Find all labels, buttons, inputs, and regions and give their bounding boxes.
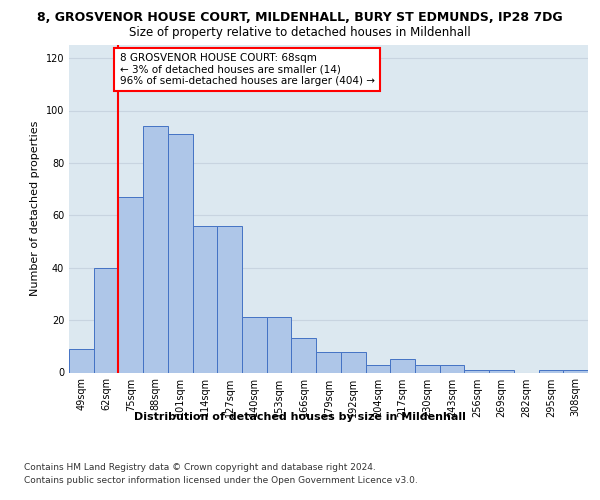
Bar: [365, 364, 390, 372]
Text: Size of property relative to detached houses in Mildenhall: Size of property relative to detached ho…: [129, 26, 471, 39]
Bar: [69, 349, 94, 372]
Text: 8 GROSVENOR HOUSE COURT: 68sqm
← 3% of detached houses are smaller (14)
96% of s: 8 GROSVENOR HOUSE COURT: 68sqm ← 3% of d…: [119, 53, 374, 86]
Text: Contains public sector information licensed under the Open Government Licence v3: Contains public sector information licen…: [24, 476, 418, 485]
Bar: [464, 370, 489, 372]
Bar: [193, 226, 217, 372]
Text: 8, GROSVENOR HOUSE COURT, MILDENHALL, BURY ST EDMUNDS, IP28 7DG: 8, GROSVENOR HOUSE COURT, MILDENHALL, BU…: [37, 11, 563, 24]
Bar: [118, 197, 143, 372]
Bar: [242, 318, 267, 372]
Bar: [415, 364, 440, 372]
Bar: [539, 370, 563, 372]
Bar: [316, 352, 341, 372]
Y-axis label: Number of detached properties: Number of detached properties: [30, 121, 40, 296]
Bar: [143, 126, 168, 372]
Text: Contains HM Land Registry data © Crown copyright and database right 2024.: Contains HM Land Registry data © Crown c…: [24, 462, 376, 471]
Bar: [563, 370, 588, 372]
Text: Distribution of detached houses by size in Mildenhall: Distribution of detached houses by size …: [134, 412, 466, 422]
Bar: [217, 226, 242, 372]
Bar: [168, 134, 193, 372]
Bar: [341, 352, 365, 372]
Bar: [489, 370, 514, 372]
Bar: [267, 318, 292, 372]
Bar: [440, 364, 464, 372]
Bar: [94, 268, 118, 372]
Bar: [390, 360, 415, 372]
Bar: [292, 338, 316, 372]
